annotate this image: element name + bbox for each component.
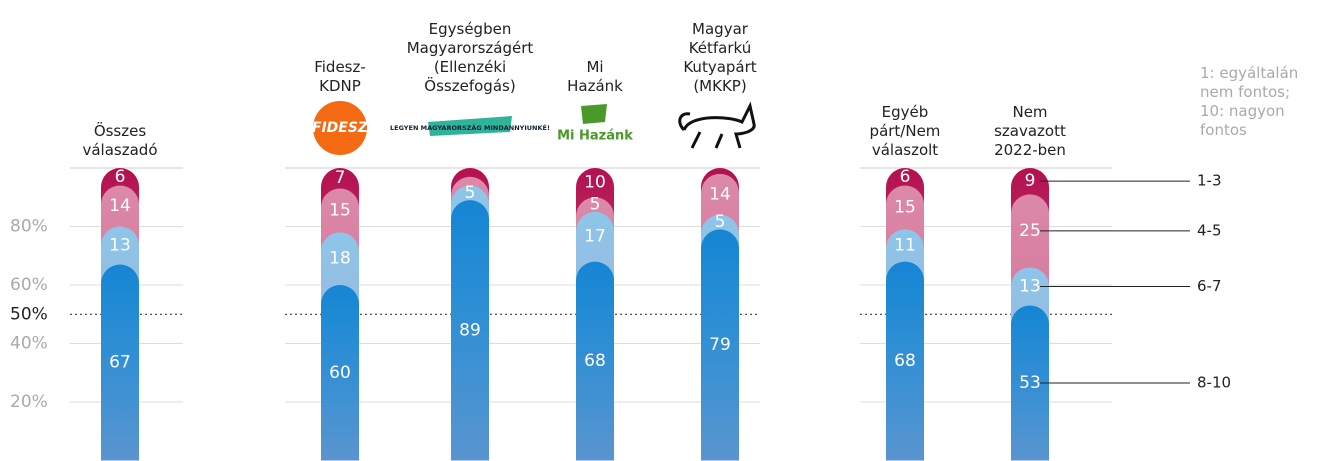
data-label: 79 (709, 335, 731, 355)
legend-title: 1: egyáltalán nem fontos; 10: nagyon fon… (1200, 64, 1319, 140)
data-label: 13 (1019, 276, 1041, 296)
data-label: 60 (329, 363, 351, 383)
logo-text: LEGYEN MAGYARORSZÁG MINDANNYIUNKÉ! (390, 123, 550, 132)
category-label: Összes válaszadó (35, 122, 205, 160)
reference-label: 50% (10, 304, 48, 324)
y-tick-label: 20% (10, 392, 48, 412)
data-label: 7 (335, 168, 346, 188)
data-label: 9 (1025, 171, 1036, 191)
logo-text: FIDESZ (312, 120, 369, 136)
data-label: 25 (1019, 221, 1041, 241)
data-label: 15 (894, 197, 916, 217)
data-label: 10 (584, 173, 606, 193)
data-label: 13 (109, 236, 131, 256)
legend-label: 4-5 (1197, 221, 1222, 239)
y-tick-label: 60% (10, 275, 48, 295)
data-label: 11 (894, 236, 916, 256)
data-label: 89 (459, 320, 481, 340)
legend-label: 6-7 (1197, 277, 1222, 295)
data-label: 14 (109, 196, 131, 216)
data-label: 14 (709, 184, 731, 204)
data-label: 68 (894, 351, 916, 371)
data-label: 5 (590, 195, 601, 215)
data-label: 68 (584, 351, 606, 371)
data-label: 6 (900, 167, 911, 187)
logo (680, 106, 754, 148)
data-label: 5 (715, 212, 726, 232)
data-label: 15 (329, 200, 351, 220)
data-label: 67 (109, 353, 131, 373)
legend-label: 1-3 (1197, 172, 1222, 190)
data-label: 5 (465, 183, 476, 203)
y-tick-label: 40% (10, 334, 48, 354)
logo-text: Mi Hazánk (557, 129, 633, 144)
category-label: Magyar Kétfarkú Kutyapárt (MKKP) (635, 20, 805, 96)
logo (581, 104, 607, 124)
data-label: 53 (1019, 373, 1041, 393)
legend-label: 8-10 (1197, 373, 1231, 391)
data-label: 18 (329, 249, 351, 269)
data-label: 17 (584, 227, 606, 247)
category-label: Nem szavazott 2022-ben (945, 103, 1115, 160)
data-label: 6 (115, 167, 126, 187)
chart: 20%40%60%80%50%6713146601815789568175107… (0, 0, 1319, 461)
y-tick-label: 80% (10, 217, 48, 237)
